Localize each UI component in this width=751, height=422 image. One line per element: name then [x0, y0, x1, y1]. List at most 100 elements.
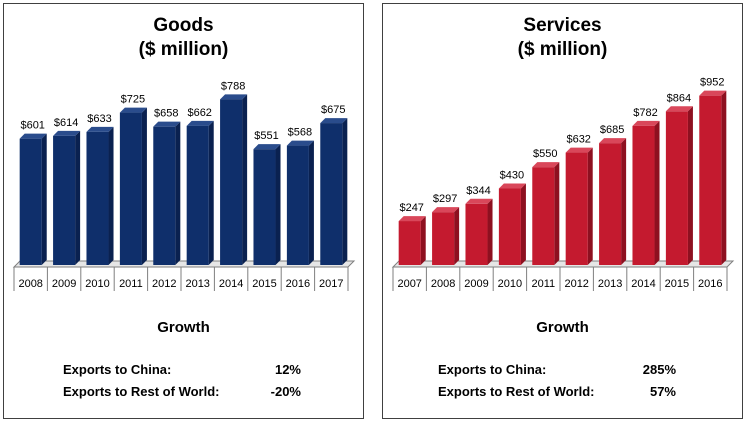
services-bar	[665, 106, 693, 265]
goods-bar-side	[242, 94, 248, 265]
goods-bar-front	[119, 112, 142, 265]
goods-exports-row-value: -20%	[270, 384, 301, 399]
goods-tick-label: 2015	[252, 278, 276, 290]
goods-panel: Goods ($ million) $601 2008 $614 2009 $633 20…	[3, 3, 364, 419]
goods-bar-top	[153, 121, 181, 127]
services-bar-top	[632, 120, 660, 126]
services-bar	[498, 183, 526, 265]
goods-chart-subtitle: ($ million)	[138, 39, 229, 60]
goods-bar	[19, 133, 47, 265]
goods-bar	[253, 144, 281, 265]
services-bar-top	[565, 147, 593, 153]
services-exports-china-label: Exports to China:	[438, 362, 547, 377]
services-bar-top	[432, 207, 460, 213]
goods-chart-title: Goods	[153, 15, 214, 36]
goods-tick-label: 2013	[185, 278, 209, 290]
goods-data-label: $725	[121, 94, 145, 106]
goods-tick-label: 2011	[119, 278, 143, 290]
services-bar-front	[699, 95, 722, 266]
services-data-label: $297	[433, 193, 457, 205]
goods-bar-side	[108, 126, 114, 265]
goods-bar-side	[175, 121, 181, 265]
services-bar-top	[398, 216, 426, 222]
goods-data-label: $614	[54, 117, 78, 129]
services-bar	[465, 198, 493, 265]
services-bar-front	[432, 212, 455, 265]
services-data-label: $550	[533, 148, 557, 160]
goods-bar-top	[19, 133, 47, 139]
goods-tick-label: 2009	[52, 278, 76, 290]
goods-bar-side	[275, 144, 281, 265]
services-chart-subtitle: ($ million)	[517, 39, 608, 60]
goods-bar	[153, 121, 181, 265]
goods-tick-label: 2016	[286, 278, 310, 290]
goods-tick-label: 2012	[152, 278, 176, 290]
services-exports-row-label: Exports to Rest of World:	[438, 384, 595, 399]
goods-bar	[220, 94, 248, 265]
services-data-label: $782	[633, 107, 657, 119]
services-data-label: $864	[667, 92, 691, 104]
goods-bar-front	[19, 138, 42, 265]
services-bar-side	[621, 138, 627, 265]
goods-tick-label: 2017	[319, 278, 343, 290]
services-bar-top	[532, 162, 560, 168]
goods-bar	[53, 130, 81, 265]
services-bar-top	[699, 90, 727, 96]
services-tick-label: 2012	[564, 278, 588, 290]
goods-bar-top	[253, 144, 281, 150]
goods-growth-heading: Growth	[157, 319, 210, 336]
services-panel: Services ($ million) $247 2007 $297 2008 $34…	[382, 3, 743, 419]
services-bar-front	[665, 111, 688, 265]
goods-bar-front	[153, 126, 176, 265]
goods-bar-side	[208, 120, 214, 265]
services-bar-top	[498, 183, 526, 189]
services-bar-front	[532, 167, 555, 265]
goods-data-label: $658	[154, 108, 178, 120]
goods-tick-label: 2008	[18, 278, 42, 290]
goods-bar	[119, 107, 147, 265]
goods-bar	[320, 118, 348, 265]
goods-bar-side	[342, 118, 348, 265]
services-bar-side	[487, 198, 493, 265]
goods-bar-front	[220, 99, 243, 265]
goods-bar-side	[75, 130, 81, 265]
services-tick-label: 2011	[531, 278, 555, 290]
services-bar-side	[687, 106, 693, 265]
goods-bar-top	[86, 126, 114, 132]
services-chart-title: Services	[523, 15, 602, 36]
services-data-label: $952	[700, 77, 724, 89]
goods-data-label: $675	[321, 104, 345, 116]
services-bar-side	[721, 90, 727, 266]
goods-bar	[86, 126, 114, 265]
services-bar-side	[420, 216, 426, 265]
services-tick-label: 2015	[665, 278, 689, 290]
services-bar-side	[654, 120, 660, 266]
goods-bar-top	[320, 118, 348, 124]
goods-data-label: $662	[187, 107, 211, 119]
goods-bar-side	[141, 107, 147, 265]
services-data-label: $685	[600, 124, 624, 136]
goods-exports-row-label: Exports to Rest of World:	[63, 384, 220, 399]
services-exports-china-value: 285%	[642, 362, 676, 377]
services-bar-front	[565, 152, 588, 265]
goods-exports-china-label: Exports to China:	[63, 362, 172, 377]
goods-tick-label: 2010	[85, 278, 109, 290]
goods-bar-top	[286, 140, 314, 146]
services-data-label: $632	[566, 134, 590, 146]
services-bar-chart: $247 2007 $297 2008 $344 2009 $430 2010 $550 2011…	[391, 77, 735, 291]
goods-data-label: $601	[20, 120, 44, 132]
services-bar-front	[398, 221, 421, 265]
goods-data-label: $551	[254, 130, 278, 142]
services-tick-label: 2013	[598, 278, 622, 290]
services-bar	[632, 120, 660, 266]
goods-bar-front	[86, 131, 109, 265]
services-bar-side	[520, 183, 526, 265]
services-bar	[699, 90, 727, 266]
services-bar	[532, 162, 560, 265]
goods-exports-china-value: 12%	[274, 362, 301, 377]
services-tick-label: 2008	[431, 278, 455, 290]
services-bar-top	[665, 106, 693, 112]
services-bar-side	[454, 207, 460, 265]
services-bar-side	[554, 162, 560, 265]
services-bar	[565, 147, 593, 265]
